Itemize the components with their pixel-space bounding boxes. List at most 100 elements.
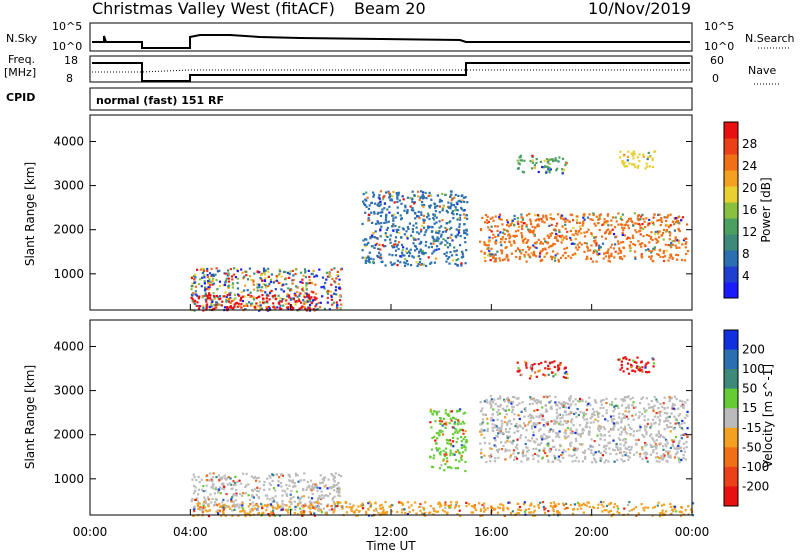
echo-cell <box>513 431 516 434</box>
echo-cell <box>459 218 462 221</box>
echo-cell <box>448 228 451 231</box>
echo-cell <box>627 404 630 407</box>
echo-cell <box>522 171 526 174</box>
echo-cell <box>403 508 406 511</box>
echo-cell <box>632 430 636 433</box>
echo-cell <box>391 254 394 257</box>
echo-cell <box>577 460 580 463</box>
echo-cell <box>256 489 259 492</box>
freq-label-line2: [MHz] <box>4 66 36 79</box>
echo-cell <box>549 400 552 403</box>
echo-cell <box>634 256 637 259</box>
echo-cell <box>313 514 316 517</box>
echo-cell <box>487 220 490 223</box>
echo-cell <box>243 304 246 308</box>
echo-cell <box>305 301 308 304</box>
echo-cell <box>224 514 227 517</box>
echo-cell <box>534 425 537 429</box>
echo-cell <box>412 509 415 512</box>
echo-cell <box>217 512 220 515</box>
echo-cell <box>601 235 604 238</box>
echo-cell <box>268 282 271 286</box>
echo-cell <box>542 214 545 217</box>
echo-cell <box>206 510 209 513</box>
echo-cell <box>653 440 656 443</box>
echo-cell <box>535 255 538 258</box>
echo-cell <box>458 216 461 219</box>
echo-cell <box>223 485 226 488</box>
echo-cell <box>556 252 559 255</box>
echo-cell <box>378 194 381 197</box>
echo-cell <box>666 216 669 219</box>
echo-cell <box>609 246 612 249</box>
echo-cell <box>533 362 536 366</box>
echo-cell <box>588 505 591 508</box>
echo-cell <box>555 232 558 235</box>
echo-cell <box>211 299 214 302</box>
echo-cell <box>405 250 408 253</box>
echo-cell <box>304 276 307 279</box>
echo-cell <box>389 241 392 244</box>
echo-cell <box>305 488 308 491</box>
echo-cell <box>566 230 569 233</box>
echo-cell <box>549 213 552 216</box>
echo-cell <box>286 295 289 298</box>
echo-cell <box>563 372 566 375</box>
echo-cell <box>270 278 273 281</box>
echo-cell <box>226 307 229 310</box>
echo-cell <box>554 401 557 404</box>
echo-cell <box>267 275 270 278</box>
echo-cell <box>482 418 485 421</box>
echo-cell <box>556 415 559 418</box>
echo-cell <box>566 376 569 380</box>
echo-cell <box>202 506 205 509</box>
echo-cell <box>480 430 483 433</box>
echo-cell <box>335 301 338 304</box>
echo-cell <box>680 422 683 425</box>
echo-cell <box>225 300 228 303</box>
echo-cell <box>421 512 424 515</box>
echo-cell <box>213 492 216 495</box>
echo-cell <box>301 509 304 512</box>
echo-cell <box>457 194 460 197</box>
echo-cell <box>638 411 641 414</box>
echo-cell <box>377 202 380 205</box>
echo-cell <box>273 506 277 509</box>
echo-cell <box>411 230 415 233</box>
echo-cell <box>403 209 406 212</box>
echo-cell <box>241 504 244 507</box>
echo-cell <box>583 451 586 455</box>
echo-cell <box>449 449 452 452</box>
echo-cell <box>400 511 403 514</box>
echo-cell <box>465 505 468 508</box>
echo-cell <box>283 490 287 493</box>
echo-cell <box>295 490 298 493</box>
echo-cell <box>291 269 294 272</box>
echo-cell <box>206 294 209 297</box>
echo-cell <box>299 271 303 274</box>
echo-cell <box>207 498 210 501</box>
echo-cell <box>454 428 457 431</box>
echo-cell <box>557 401 561 404</box>
echo-cell <box>550 258 554 261</box>
echo-cell <box>513 214 516 217</box>
echo-cell <box>623 451 626 454</box>
echo-cell <box>290 489 293 493</box>
echo-cell <box>553 419 556 422</box>
echo-cell <box>630 363 633 366</box>
echo-cell <box>428 225 431 228</box>
echo-cell <box>660 221 663 224</box>
echo-cell <box>529 416 532 420</box>
echo-cell <box>520 434 523 437</box>
echo-cell <box>328 308 331 311</box>
echo-cell <box>393 213 396 216</box>
echo-cell <box>281 489 284 492</box>
echo-cell <box>580 243 583 246</box>
echo-cell <box>520 213 523 216</box>
echo-cell <box>367 502 370 505</box>
echo-cell <box>561 172 564 175</box>
echo-cell <box>568 397 571 400</box>
echo-cell <box>560 454 563 457</box>
echo-cell <box>397 193 400 196</box>
echo-cell <box>665 445 668 448</box>
